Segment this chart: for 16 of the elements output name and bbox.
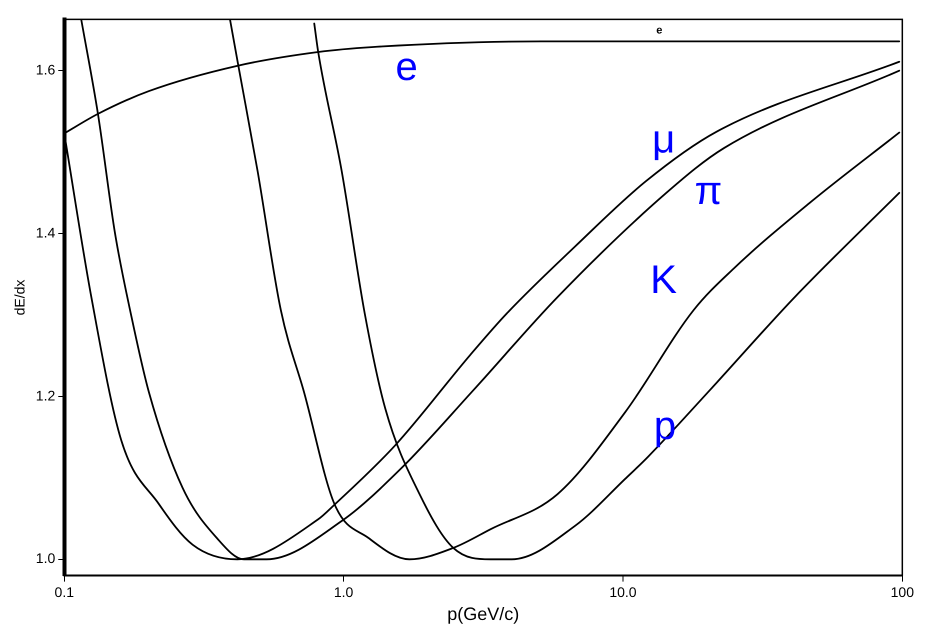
series-label: K <box>650 258 678 302</box>
series-label: e <box>396 45 418 90</box>
series-label: p <box>654 404 676 448</box>
y-tick-label: 1.2 <box>36 387 56 404</box>
y-tick-label: 1.4 <box>36 224 56 240</box>
annotation: e <box>656 24 662 36</box>
x-tick-label: 100 <box>890 584 914 600</box>
y-axis-title: dE/dx <box>11 280 28 316</box>
series-label: μ <box>652 117 676 162</box>
y-tick-label: 1.6 <box>36 62 56 78</box>
x-axis-title: p(GeV/c) <box>447 604 520 624</box>
x-tick-label: 0.1 <box>54 584 74 600</box>
x-tick-label: 1.0 <box>334 584 354 600</box>
y-tick-label: 1.0 <box>36 550 56 566</box>
series-label: π <box>694 168 722 213</box>
x-tick-label: 10.0 <box>609 584 637 600</box>
